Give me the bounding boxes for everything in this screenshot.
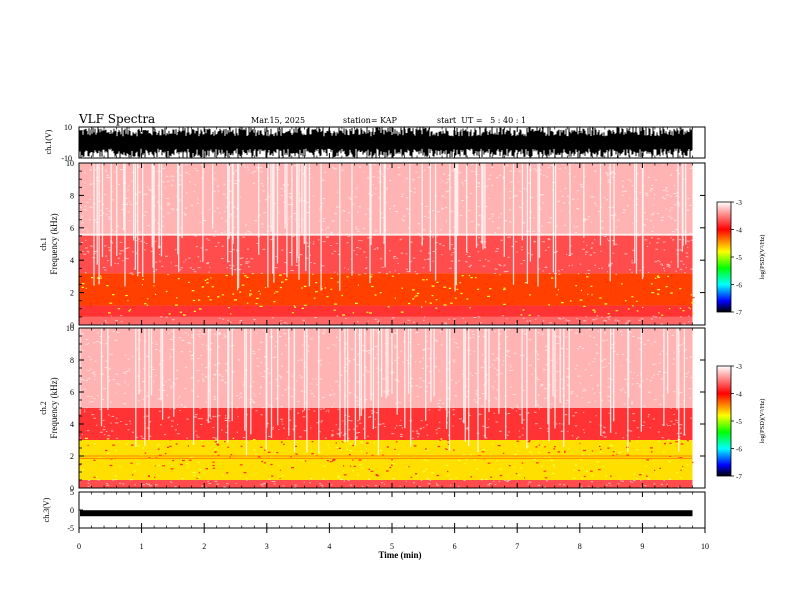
spectrogram-ch1-image [78, 162, 695, 326]
colorbar-ch2: -3 -4 -5 -6 -7 log(PSD)(V²/Hz) [716, 363, 766, 481]
waveform-ch1-ytick-bottom: -10 [61, 154, 72, 163]
waveform-ch1-line [79, 127, 693, 158]
spectrogram-ch1-ytick-label-0: 0 [70, 321, 74, 330]
colorbar-ch2-label: log(PSD)(V²/Hz) [759, 399, 766, 444]
xtick-label-7: 7 [515, 542, 519, 551]
colorbar-ch1-gradient [716, 201, 732, 313]
spectrogram-ch2-band-1 [79, 440, 693, 480]
spectrogram-ch1-panel: 0 2 4 6 8 10 ch.1 Frequency (kHz) [39, 159, 706, 330]
time-axis: 0 1 2 3 4 5 6 7 8 9 10 [77, 127, 709, 551]
spectrogram-ch1-ylabel-line1: ch.1 [39, 237, 48, 251]
waveform-ch3-ylabel: ch.3(V) [42, 497, 51, 522]
colorbar-ch1-label: log(PSD)(V²/Hz) [759, 235, 766, 280]
time-axis-label: Time (min) [378, 550, 421, 560]
spectrogram-ch1-band-1 [79, 305, 693, 317]
spectrogram-ch1-ylabel-line2: Frequency (kHz) [49, 213, 59, 274]
xtick-label-0: 0 [77, 542, 81, 551]
spectrogram-ch2-ytick-label-0: 0 [70, 484, 74, 493]
colorbar-ch1-tick-label-0: -3 [736, 199, 742, 207]
spectrogram-ch2-panel: 0 2 4 6 8 10 ch.2 Frequency (kHz) [39, 324, 706, 493]
spectrogram-ch2-image [79, 327, 695, 489]
waveform-ch3-ytick-label-1: 0 [70, 506, 74, 515]
colorbar-ch1: -3 -4 -5 -6 -7 log(PSD)(V²/Hz) [716, 199, 766, 317]
colorbar-ch2-tick-label-0: -3 [736, 363, 742, 371]
xtick-label-6: 6 [453, 542, 457, 551]
spectrogram-ch2-ytick-label-5: 10 [66, 324, 74, 333]
spectrogram-ch2-yticks: 0 2 4 6 8 10 [66, 324, 705, 493]
xtick-label-3: 3 [265, 542, 269, 551]
waveform-ch3-ytick-label-0: 5 [70, 488, 74, 497]
xtick-label-8: 8 [578, 542, 582, 551]
colorbar-ch2-tick-label-1: -4 [736, 391, 742, 399]
waveform-ch3-line [80, 510, 693, 517]
spectrogram-ch2-ytick-label-4: 8 [70, 356, 74, 365]
spectrogram-ch1-band-0 [79, 316, 693, 325]
waveform-ch3-ytick-label-2: -5 [67, 524, 74, 533]
xtick-label-2: 2 [202, 542, 206, 551]
station-label: station= KAP [343, 116, 398, 125]
spectrogram-ch2-band-0 [79, 480, 693, 488]
colorbar-ch1-tick-label-2: -5 [736, 254, 742, 262]
spectrogram-ch2-band-2 [79, 408, 693, 440]
start-time-label: start UT = 5 : 40 : 1 [437, 116, 526, 125]
spectrogram-ch2-texture-red [79, 438, 694, 479]
spectrogram-ch1-ytick-label-2: 4 [70, 256, 74, 265]
xtick-label-4: 4 [327, 542, 331, 551]
xtick-label-1: 1 [140, 542, 144, 551]
spectrogram-ch1-texture-red [80, 274, 695, 316]
xtick-label-5: 5 [390, 542, 394, 551]
colorbar-ch1-tick-label-4: -7 [736, 309, 742, 317]
spectrogram-ch2-ytick-label-1: 2 [70, 452, 74, 461]
spectrogram-ch1-ytick-label-3: 6 [70, 224, 74, 233]
spectrogram-ch1-ytick-label-5: 10 [66, 159, 74, 168]
waveform-ch1-ytick-top: 10 [64, 123, 72, 132]
xtick-label-9: 9 [640, 542, 644, 551]
waveform-ch3-frame [78, 491, 706, 529]
date-label: Mar.15, 2025 [251, 116, 305, 125]
colorbar-ch2-tick-label-3: -6 [736, 446, 742, 454]
xtick-label-10: 10 [701, 542, 709, 551]
spectrogram-ch1-ytick-label-4: 8 [70, 191, 74, 200]
spectrogram-ch1-yticks: 0 2 4 6 8 10 [66, 159, 705, 330]
figure-title: VLF Spectra [78, 112, 155, 126]
colorbar-ch1-tick-label-3: -6 [736, 282, 742, 290]
colorbar-ch2-tick-label-4: -7 [736, 473, 742, 481]
spectrogram-ch1-streaks [78, 163, 687, 292]
spectrogram-ch2-ylabel-line2: Frequency (kHz) [49, 377, 59, 438]
spectrogram-ch1-band-2 [79, 273, 693, 306]
spectrogram-ch2-streaks [79, 328, 686, 456]
colorbar-ch2-tick-label-2: -5 [736, 418, 742, 426]
spectrogram-ch2-ytick-label-2: 4 [70, 420, 74, 429]
colorbar-ch2-gradient [716, 365, 732, 477]
spectrogram-ch1-ytick-label-1: 2 [70, 289, 74, 298]
waveform-ch3-yticks: 5 0 -5 [67, 488, 83, 533]
spectrogram-ch2-ylabel-line1: ch.2 [39, 401, 48, 415]
spectrogram-ch1-texture-yellow [81, 274, 695, 316]
waveform-ch1-trace [79, 127, 693, 158]
waveform-ch1-ylabel: ch.1(V) [44, 129, 53, 154]
colorbar-ch1-tick-label-1: -4 [736, 227, 742, 235]
waveform-ch1-panel: 10 -10 ch.1(V) [44, 123, 706, 163]
spectrogram-ch2-ytick-label-3: 6 [70, 388, 74, 397]
waveform-ch3-trace [80, 510, 693, 517]
